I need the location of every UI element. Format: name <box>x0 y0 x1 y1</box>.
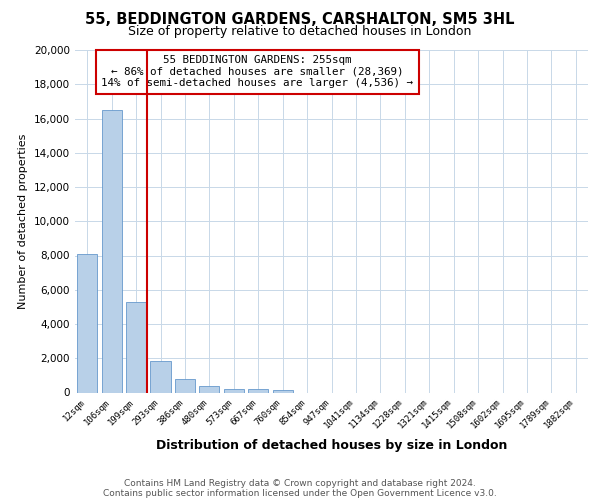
Bar <box>77 254 97 392</box>
Text: Contains public sector information licensed under the Open Government Licence v3: Contains public sector information licen… <box>103 488 497 498</box>
Text: Size of property relative to detached houses in London: Size of property relative to detached ho… <box>128 25 472 38</box>
Bar <box>151 361 170 392</box>
Bar <box>248 389 268 392</box>
Bar <box>175 379 195 392</box>
Bar <box>126 302 146 392</box>
Bar <box>199 386 220 392</box>
Bar <box>224 388 244 392</box>
Text: 55 BEDDINGTON GARDENS: 255sqm
← 86% of detached houses are smaller (28,369)
14% : 55 BEDDINGTON GARDENS: 255sqm ← 86% of d… <box>101 55 413 88</box>
Text: 55, BEDDINGTON GARDENS, CARSHALTON, SM5 3HL: 55, BEDDINGTON GARDENS, CARSHALTON, SM5 … <box>85 12 515 28</box>
Bar <box>101 110 122 393</box>
Text: Contains HM Land Registry data © Crown copyright and database right 2024.: Contains HM Land Registry data © Crown c… <box>124 478 476 488</box>
Y-axis label: Number of detached properties: Number of detached properties <box>19 134 28 309</box>
X-axis label: Distribution of detached houses by size in London: Distribution of detached houses by size … <box>156 438 507 452</box>
Bar <box>272 390 293 392</box>
